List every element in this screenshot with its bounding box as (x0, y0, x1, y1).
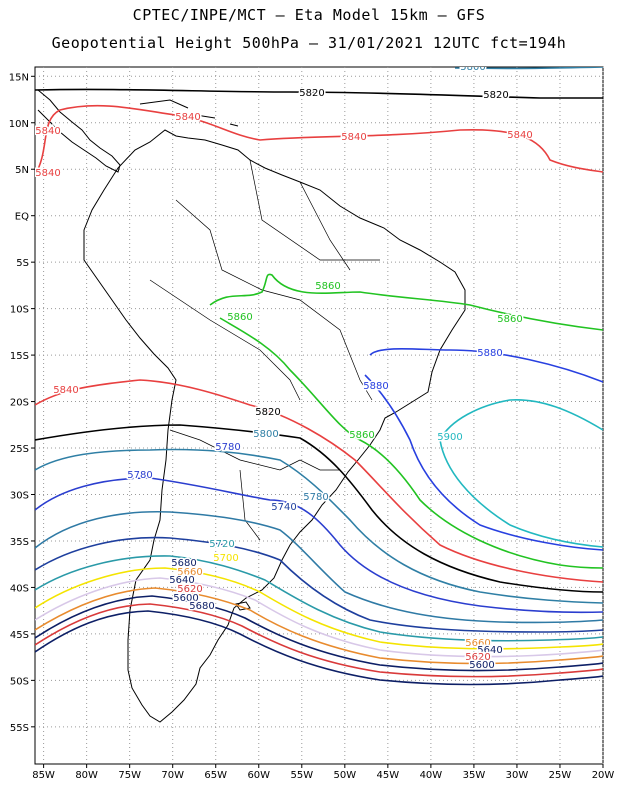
lon-tick-label: 75W (118, 770, 141, 781)
contour-label: 5820 (255, 407, 280, 418)
lat-tick-label: 20S (10, 398, 29, 409)
lon-tick-label: 40W (420, 770, 443, 781)
lon-tick-label: 35W (463, 770, 486, 781)
contour-label: 5860 (349, 430, 374, 441)
lon-tick-label: 25W (549, 770, 572, 781)
lat-tick-label: 10N (9, 119, 29, 130)
chart-title-line2: Geopotential Height 500hPa – 31/01/2021 … (51, 34, 567, 52)
contour-line (35, 610, 603, 686)
contour-label: 5780 (127, 470, 152, 481)
contour-line (35, 603, 603, 678)
contour-line (35, 555, 603, 642)
contour-lines (35, 67, 603, 686)
map-frame (34, 66, 604, 765)
contour-label: 5780 (215, 442, 240, 453)
lon-tick-label: 55W (290, 770, 313, 781)
falkland-islands (235, 601, 251, 611)
contour-line (439, 398, 603, 548)
contour-label: 5660 (177, 567, 202, 578)
lat-tick-label: EQ (15, 212, 29, 223)
contour-label: 5840 (53, 385, 78, 396)
contour-label: 5700 (213, 553, 238, 564)
contour-line (35, 379, 603, 583)
contour-label: 5600 (469, 660, 494, 671)
contour-label: 5620 (465, 652, 490, 663)
lat-tick-label: 55S (10, 723, 29, 734)
contour-line (454, 67, 603, 70)
central-america-coast (37, 89, 121, 173)
contour-label: 5780 (303, 492, 328, 503)
contour-line (35, 587, 603, 665)
chart-title-line1: CPTEC/INPE/MCT – Eta Model 15km – GFS (132, 6, 486, 24)
contour-label: 5800 (460, 62, 485, 73)
lon-tick-label: 20W (592, 770, 615, 781)
contour-label: 5660 (465, 638, 490, 649)
contour-line (35, 567, 603, 650)
contour-label: 5840 (507, 130, 532, 141)
contour-label: 5840 (35, 168, 60, 179)
lat-tick-label: 35S (10, 537, 29, 548)
lon-tick-label: 50W (334, 770, 357, 781)
lon-tick-label: 65W (204, 770, 227, 781)
contour-line (35, 595, 603, 672)
contour-label: 5880 (363, 381, 388, 392)
contour-label: 5840 (175, 112, 200, 123)
contour-label: 5840 (341, 132, 366, 143)
lat-tick-label: 10S (10, 305, 29, 316)
country-borders (149, 159, 380, 541)
contour-label: 5800 (253, 429, 278, 440)
coastlines (37, 89, 466, 723)
contour-line (35, 536, 603, 633)
lon-tick-label: 80W (75, 770, 98, 781)
lat-tick-label: 45S (10, 630, 29, 641)
contour-line (364, 347, 603, 551)
lat-tick-label: 5S (16, 258, 29, 269)
contour-label: 5620 (177, 584, 202, 595)
contour-line (35, 510, 603, 624)
lat-tick-label: 40S (10, 583, 29, 594)
contour-line (219, 317, 603, 569)
lon-tick-label: 85W (32, 770, 55, 781)
contour-line (35, 577, 603, 658)
contour-label: 5840 (35, 126, 60, 137)
lon-tick-label: 45W (377, 770, 400, 781)
contour-label: 5820 (483, 90, 508, 101)
lat-tick-label: 5N (15, 165, 29, 176)
contour-line (35, 448, 603, 604)
lat-tick-label: 15N (9, 72, 29, 83)
contour-label: 5860 (497, 314, 522, 325)
lat-tick-label: 15S (10, 351, 29, 362)
contour-label: 5640 (477, 645, 502, 656)
contour-label: 5820 (299, 88, 324, 99)
contour-line (35, 88, 603, 99)
south-america-coast (83, 129, 466, 723)
contour-labels: 5820 5820 5800 5840 5840 5840 5840 5840 5860 5860… (35, 62, 534, 673)
contour-label: 5860 (315, 281, 340, 292)
contour-line (209, 273, 603, 331)
lat-tick-label: 30S (10, 490, 29, 501)
contour-line (35, 424, 603, 593)
contour-label: 5900 (437, 432, 462, 443)
lon-tick-label: 60W (247, 770, 270, 781)
contour-label: 5680 (171, 558, 196, 569)
contour-label: 5680 (189, 601, 214, 612)
caribbean-islands (139, 99, 239, 127)
lon-tick-label: 70W (161, 770, 184, 781)
contour-line (35, 477, 603, 614)
contour-label: 5880 (477, 348, 502, 359)
contour-line (35, 104, 603, 176)
lon-tick-label: 30W (506, 770, 529, 781)
graticule (35, 67, 604, 764)
contour-label: 5600 (173, 593, 198, 604)
axis-ticks: 85W 80W 75W 70W 65W 60W 55W 50W 45W 40W 35W 30W 25W 2… (9, 72, 615, 781)
lat-tick-label: 50S (10, 676, 29, 687)
contour-label: 5860 (227, 312, 252, 323)
contour-label: 5720 (209, 539, 234, 550)
contour-label: 5740 (271, 502, 296, 513)
contour-label: 5640 (169, 575, 194, 586)
lat-tick-label: 25S (10, 444, 29, 455)
